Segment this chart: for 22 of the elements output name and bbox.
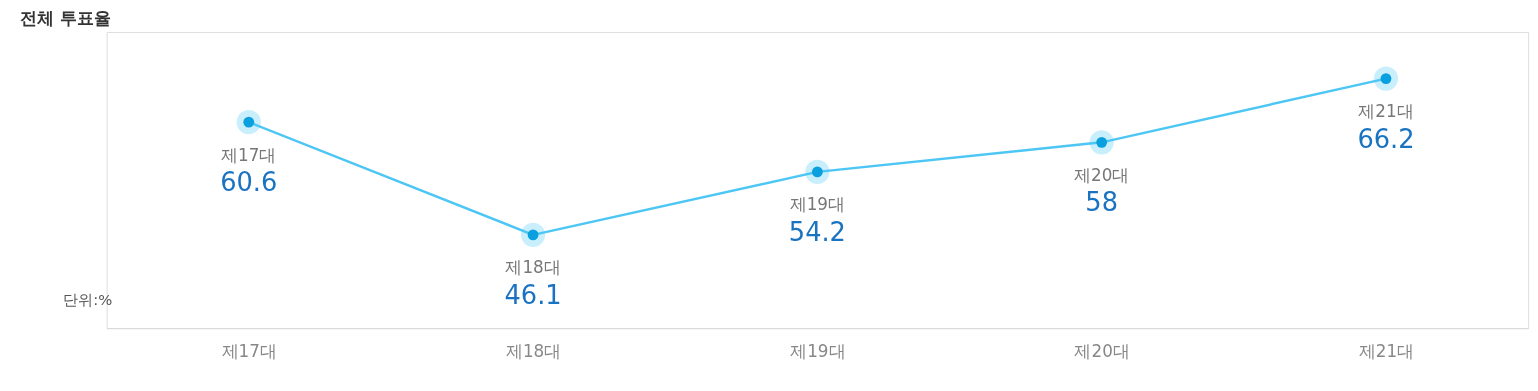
- data-label: 60.6: [220, 167, 278, 198]
- point: [520, 222, 546, 247]
- category-label: 제21대: [1358, 101, 1414, 122]
- data-label: 46.1: [504, 279, 562, 310]
- category-label: 제19대: [789, 194, 846, 215]
- x-tick-label: 제18대: [505, 341, 562, 362]
- text: 단위:%: [63, 291, 113, 309]
- point: [805, 159, 830, 184]
- data-label: 66.2: [1357, 123, 1415, 154]
- x-tick-label: 제20대: [1074, 341, 1130, 362]
- data-label: 54.2: [788, 216, 846, 247]
- category-label: 제18대: [505, 257, 561, 278]
- data-label: 58: [1085, 187, 1118, 218]
- chart-title: 전체 투표율: [19, 8, 111, 29]
- category-label: 제20대: [1074, 164, 1130, 185]
- x-tick-label: 제21대: [1358, 341, 1415, 362]
- point: [1089, 130, 1114, 155]
- point: [236, 110, 261, 135]
- x-tick-label: 제17대: [221, 341, 277, 362]
- point: [1373, 66, 1399, 91]
- x-tick-label: 제19대: [790, 341, 846, 362]
- category-label: 제17대: [221, 144, 277, 165]
